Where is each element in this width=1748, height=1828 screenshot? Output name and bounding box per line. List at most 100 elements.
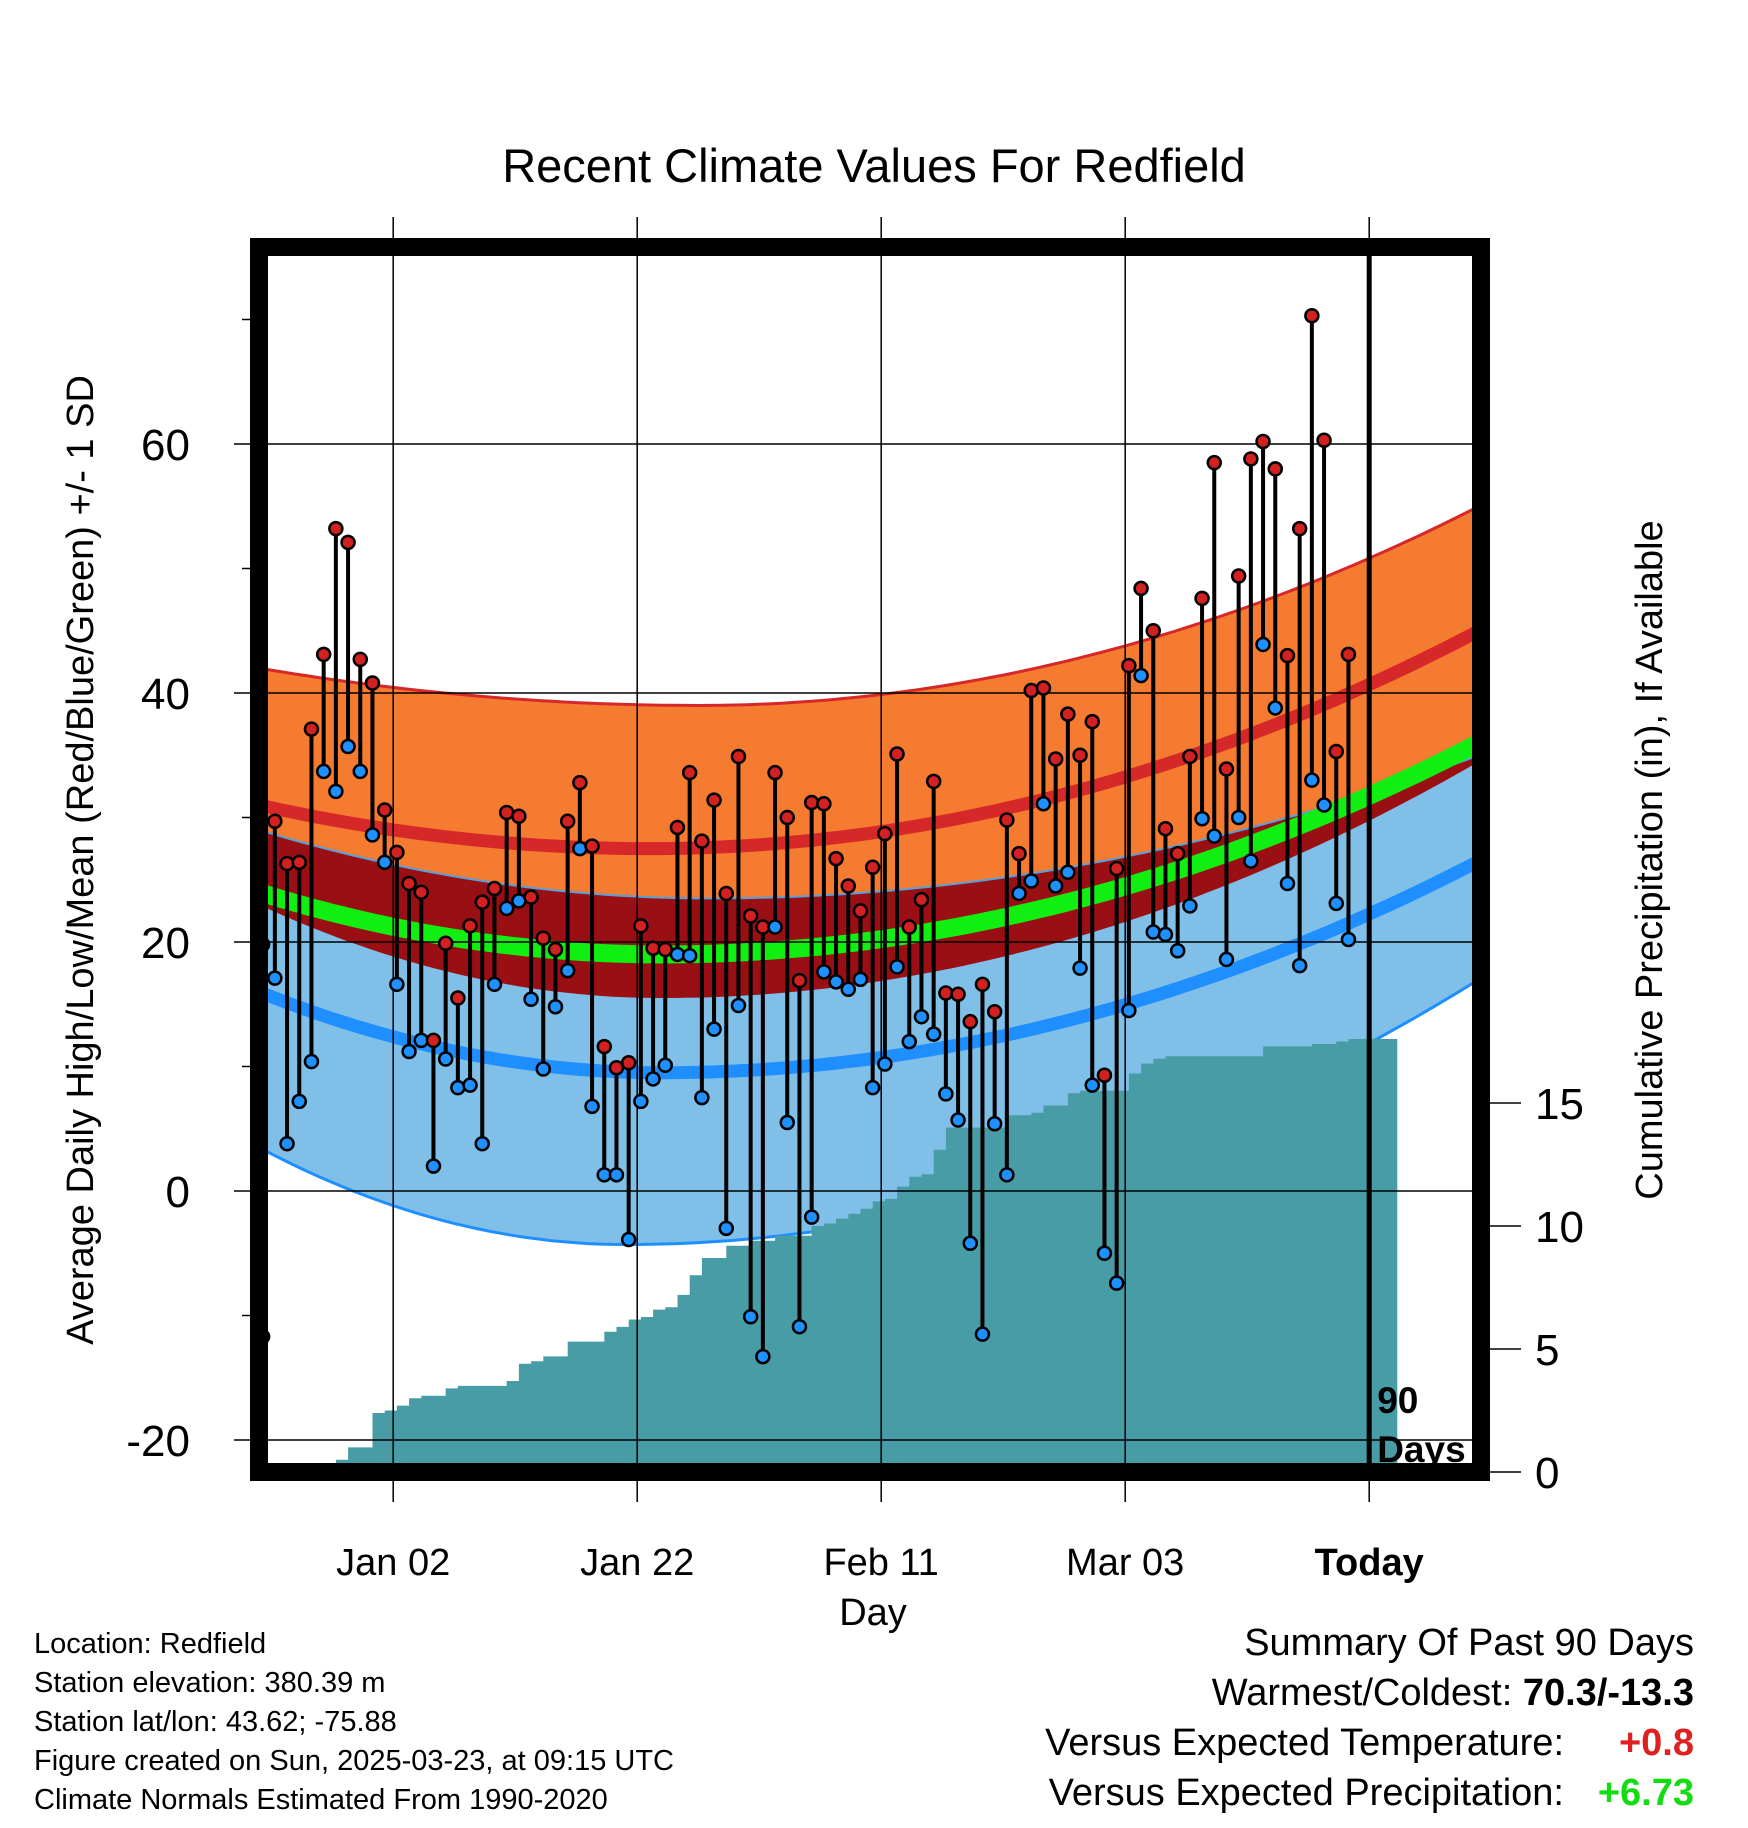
x-tick-label: Feb 11 <box>823 1542 938 1584</box>
temp-value: +0.8 <box>1618 1722 1694 1764</box>
daily-low-point <box>877 1056 893 1072</box>
daily-low-point <box>1169 942 1186 959</box>
daily-high-point <box>999 812 1015 828</box>
daily-high-point <box>1304 308 1320 324</box>
daily-low-point <box>816 964 832 980</box>
warmest-value: 70.3/-13.3 <box>1522 1672 1694 1714</box>
daily-low-point <box>535 1061 552 1077</box>
daily-high-point <box>986 1003 1003 1020</box>
daily-high-point <box>1096 1067 1113 1083</box>
daily-high-point <box>328 520 344 537</box>
daily-low-point <box>694 1089 710 1106</box>
daily-low-point <box>852 971 869 988</box>
daily-high-point <box>462 918 478 934</box>
daily-low-point <box>889 959 905 975</box>
y-axis-label: Average Daily High/Low/Mean (Red/Blue/Gr… <box>60 375 102 1345</box>
daily-low-point <box>1047 878 1064 894</box>
x-tick-label: Mar 03 <box>1066 1542 1184 1584</box>
daily-high-point <box>1145 623 1162 639</box>
daily-low-point <box>474 1135 491 1152</box>
daily-high-point <box>340 534 356 551</box>
daily-high-point <box>938 985 954 1001</box>
daily-high-point <box>364 675 381 691</box>
daily-low-point <box>925 1026 942 1042</box>
daily-high-point <box>852 903 869 919</box>
daily-low-point <box>1145 924 1162 940</box>
daily-high-point <box>681 764 698 781</box>
x-axis-label: Day <box>839 1592 907 1634</box>
daily-low-point <box>1194 810 1210 827</box>
daily-low-point <box>1328 895 1345 912</box>
daily-low-point <box>1121 1002 1137 1019</box>
daily-low-point <box>376 854 393 871</box>
daily-low-point <box>986 1116 1003 1132</box>
daily-high-point <box>1316 432 1332 449</box>
daily-high-point <box>803 794 820 811</box>
daily-low-point <box>730 997 747 1014</box>
daily-low-point <box>291 1093 308 1110</box>
x-tick-label: Jan 02 <box>336 1542 450 1584</box>
daily-high-point <box>694 833 710 849</box>
daily-high-point <box>291 854 308 871</box>
daily-low-point <box>706 1021 722 1037</box>
y2-tick-label: 0 <box>1535 1449 1559 1498</box>
daily-low-point <box>681 947 698 964</box>
daily-high-point <box>425 1032 442 1049</box>
daily-high-point <box>535 930 552 947</box>
daily-high-point <box>864 859 881 876</box>
elevation-text: Station elevation: 380.39 m <box>34 1667 386 1699</box>
daily-high-point <box>1340 646 1357 663</box>
daily-low-point <box>767 919 783 935</box>
daily-low-point <box>1255 636 1271 653</box>
summary-temp-row: Versus Expected Temperature: +0.8 <box>1045 1718 1694 1768</box>
daily-high-point <box>376 802 393 818</box>
daily-high-point <box>1267 461 1284 477</box>
overlap-band <box>259 755 1479 998</box>
daily-low-point <box>645 1071 661 1087</box>
daily-high-point <box>1206 454 1223 471</box>
warmest-label: Warmest/Coldest: <box>1211 1672 1513 1714</box>
daily-low-point <box>559 962 576 979</box>
daily-low-point <box>1133 667 1149 684</box>
plot-content <box>259 247 1481 1472</box>
daily-high-point <box>1072 747 1088 763</box>
daily-low-point <box>1340 931 1357 948</box>
daily-low-point <box>669 946 686 963</box>
daily-low-point <box>1291 957 1308 974</box>
daily-high-point <box>1279 647 1296 664</box>
daily-high-point <box>572 774 588 791</box>
latlon-text: Station lat/lon: 43.62; -75.88 <box>34 1706 397 1738</box>
x-tick-label: Jan 22 <box>580 1542 694 1584</box>
daily-low-point <box>755 1348 771 1365</box>
daily-high-point <box>1291 520 1308 537</box>
y-tick-label: -20 <box>126 1417 190 1466</box>
daily-high-point <box>669 819 686 836</box>
daily-low-point <box>828 974 844 990</box>
daily-high-point <box>1108 860 1125 877</box>
daily-low-point <box>657 1057 674 1074</box>
daily-high-point <box>742 908 759 924</box>
daily-low-point <box>389 976 405 993</box>
summary-panel: Summary Of Past 90 Days Warmest/Coldest:… <box>1045 1618 1694 1818</box>
y2-tick-label: 10 <box>1535 1203 1584 1252</box>
daily-low-point <box>633 1093 649 1110</box>
daily-low-point <box>962 1235 979 1252</box>
daily-low-point <box>950 1112 966 1128</box>
daily-low-point <box>1230 809 1247 826</box>
daily-high-point <box>1035 680 1052 696</box>
daily-low-point <box>974 1326 991 1342</box>
daily-high-point <box>474 894 491 910</box>
daily-low-point <box>913 1008 930 1025</box>
daily-low-point <box>1096 1245 1113 1261</box>
daily-high-point <box>962 1013 979 1030</box>
y2-tick-label: 15 <box>1535 1080 1584 1129</box>
summary-warmest-row: Warmest/Coldest: 70.3/-13.3 <box>1045 1668 1694 1718</box>
precip-label: Versus Expected Precipitation: <box>1048 1772 1564 1814</box>
daily-high-point <box>913 891 930 908</box>
daily-high-point <box>1023 682 1040 699</box>
x-tick-label: Today <box>1315 1542 1424 1584</box>
daily-low-point <box>901 1033 918 1050</box>
daily-high-point <box>267 813 283 829</box>
